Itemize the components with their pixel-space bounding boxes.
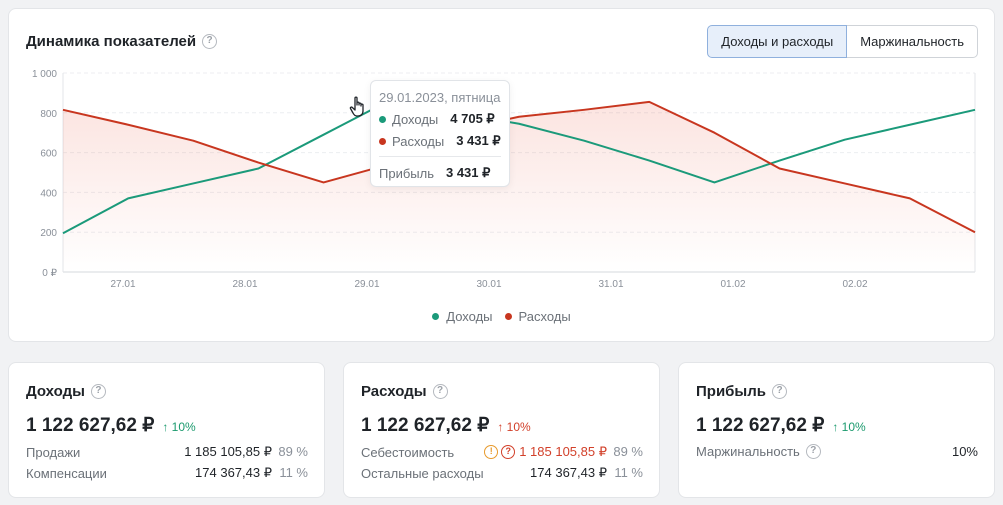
help-icon[interactable]: ? xyxy=(90,384,106,399)
y-tick-label: 200 xyxy=(40,228,57,239)
hand-pointer-icon xyxy=(349,96,364,117)
stat-row: Продажи 1 185 105,85 ₽ 89 % xyxy=(26,444,308,460)
x-tick-label: 28.01 xyxy=(232,279,257,290)
stat-title: Доходы ? xyxy=(26,383,106,400)
expense-dot-icon xyxy=(504,313,512,320)
stat-delta: ↑ 10% xyxy=(832,420,866,434)
income-dot-icon xyxy=(432,313,440,320)
legend-item-income[interactable]: Доходы xyxy=(432,309,493,324)
x-tick-label: 02.02 xyxy=(842,279,867,290)
tab-margin[interactable]: Маржинальность xyxy=(847,25,978,58)
expense-area xyxy=(63,101,975,272)
stat-value: 1 122 627,62 ₽ xyxy=(361,415,490,436)
stat-title: Расходы ? xyxy=(361,383,448,400)
stat-delta: ↑ 10% xyxy=(497,420,531,434)
stat-card-profit: Прибыль ? 1 122 627,62 ₽ ↑ 10% Маржиналь… xyxy=(678,362,995,498)
tooltip-income-value: 4 705 ₽ xyxy=(450,111,495,126)
stat-value: 1 122 627,62 ₽ xyxy=(26,415,155,436)
legend-expense-label: Расходы xyxy=(518,309,571,324)
stat-row-label: Маржинальность xyxy=(696,444,800,459)
stat-title: Прибыль ? xyxy=(696,383,787,400)
y-tick-label: 800 xyxy=(40,109,57,120)
legend-income-label: Доходы xyxy=(446,309,493,324)
stat-row-pct: 89 % xyxy=(613,444,643,459)
x-tick-label: 27.01 xyxy=(110,279,135,290)
question-circle-red-icon[interactable]: ? xyxy=(501,445,516,459)
stat-value-row: 1 122 627,62 ₽ ↑ 10% xyxy=(26,414,196,437)
stat-delta: ↑ 10% xyxy=(162,420,196,434)
stat-row-label: Компенсации xyxy=(26,465,107,481)
help-icon[interactable]: ? xyxy=(202,34,218,49)
tooltip-income-label: Доходы xyxy=(392,111,439,127)
stat-row-value: 174 367,43 ₽ xyxy=(530,465,607,480)
y-tick-label: 0 ₽ xyxy=(42,268,57,279)
tooltip-income-row: Доходы 4 705 ₽ xyxy=(379,111,495,127)
y-tick-label: 1 000 xyxy=(32,69,57,80)
tooltip-expense-row: Расходы 3 431 ₽ xyxy=(379,133,501,149)
x-tick-label: 30.01 xyxy=(476,279,501,290)
stat-row-value: 1 185 105,85 ₽ xyxy=(519,444,607,459)
stat-row-pct: 11 % xyxy=(279,465,308,480)
stat-title-text: Доходы xyxy=(26,383,85,400)
stat-row-value: 174 367,43 ₽ xyxy=(195,465,272,480)
tooltip-divider xyxy=(379,156,501,157)
expense-dot-icon xyxy=(379,137,386,145)
stat-row-value: 10% xyxy=(951,444,978,459)
x-tick-label: 29.01 xyxy=(354,279,379,290)
income-dot-icon xyxy=(379,115,386,123)
stat-card-expense: Расходы ? 1 122 627,62 ₽ ↑ 10% Себестоим… xyxy=(343,362,660,498)
stat-row-label: Продажи xyxy=(26,444,81,460)
stat-value-row: 1 122 627,62 ₽ ↑ 10% xyxy=(696,414,866,437)
stat-row-pct: 11 % xyxy=(614,465,643,480)
stat-row-value: 1 185 105,85 ₽ xyxy=(184,444,272,459)
tooltip-profit-value: 3 431 ₽ xyxy=(445,165,491,180)
tooltip-expense-value: 3 431 ₽ xyxy=(456,133,501,148)
stat-value: 1 122 627,62 ₽ xyxy=(696,415,825,436)
chart-title-text: Динамика показателей xyxy=(26,33,197,50)
stat-title-text: Расходы xyxy=(361,383,427,400)
help-icon[interactable]: ? xyxy=(772,384,787,399)
tooltip-profit-row: Прибыль 3 431 ₽ xyxy=(379,165,490,181)
stat-row: Компенсации 174 367,43 ₽ 11 % xyxy=(26,465,308,481)
chart-mode-switch: Доходы и расходы Маржинальность xyxy=(707,25,978,58)
help-icon[interactable]: ? xyxy=(805,444,821,459)
stat-value-row: 1 122 627,62 ₽ ↑ 10% xyxy=(361,414,531,437)
chart-card: Динамика показателей ? Доходы и расходы … xyxy=(8,8,995,342)
stat-row-pct: 89 % xyxy=(278,444,308,459)
tooltip-profit-label: Прибыль xyxy=(379,165,434,181)
help-icon[interactable]: ? xyxy=(432,384,448,399)
legend-item-expense[interactable]: Расходы xyxy=(504,309,571,324)
stat-card-income: Доходы ? 1 122 627,62 ₽ ↑ 10% Продажи 1 … xyxy=(8,362,325,498)
stat-row-label-wrap: Маржинальность ? xyxy=(696,444,952,459)
y-tick-label: 400 xyxy=(40,188,57,199)
stat-title-text: Прибыль xyxy=(696,383,766,400)
warning-circle-icon[interactable]: ! xyxy=(484,445,499,459)
stat-row: Остальные расходы 174 367,43 ₽ 11 % xyxy=(361,465,643,481)
stat-row-label: Себестоимость xyxy=(361,444,455,460)
y-tick-label: 600 xyxy=(40,149,57,160)
x-tick-label: 01.02 xyxy=(720,279,745,290)
x-tick-label: 31.01 xyxy=(598,279,623,290)
chart-title: Динамика показателей ? xyxy=(26,33,218,50)
tooltip-expense-label: Расходы xyxy=(392,133,445,149)
cost-alerts: ! ? xyxy=(484,444,516,460)
chart-tooltip: 29.01.2023, пятница Доходы 4 705 ₽ Расхо… xyxy=(370,80,510,187)
stat-row: Маржинальность ? 10% xyxy=(696,444,978,459)
stat-row: Себестоимость ! ? 1 185 105,85 ₽ 89 % xyxy=(361,444,643,460)
stat-row-label: Остальные расходы xyxy=(361,465,484,481)
chart-legend: Доходы Расходы xyxy=(9,309,994,324)
tab-income-expense[interactable]: Доходы и расходы xyxy=(707,25,848,58)
tooltip-date: 29.01.2023, пятница xyxy=(379,90,501,105)
